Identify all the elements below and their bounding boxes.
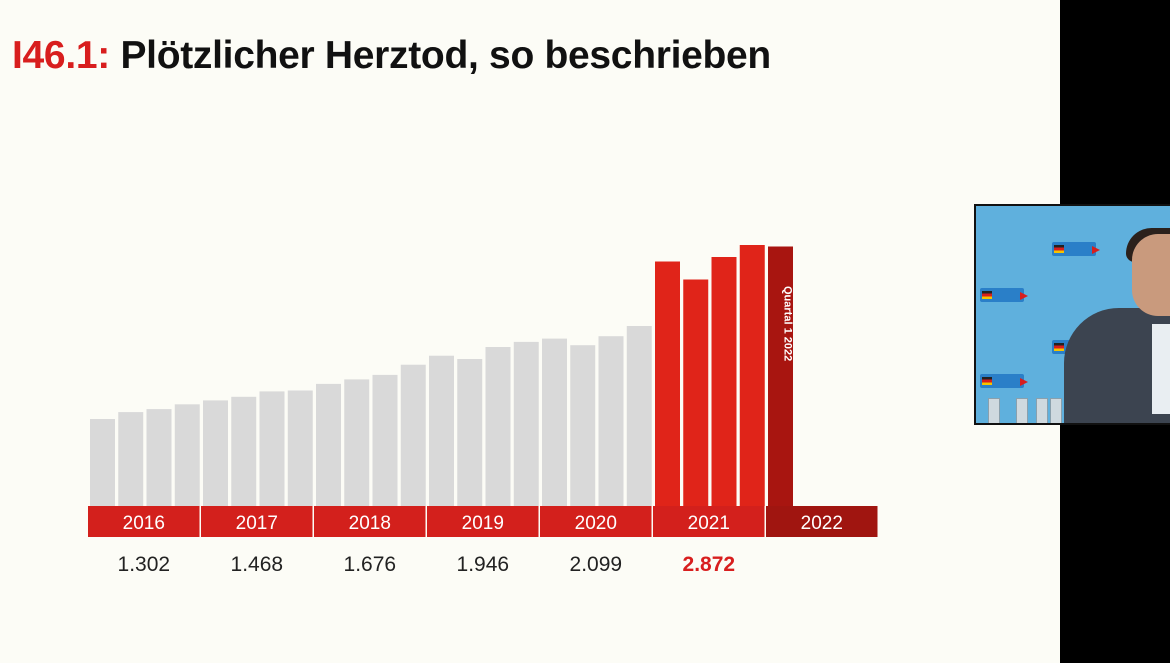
bar [768,246,793,506]
year-band [88,506,200,537]
year-band [314,506,426,537]
glass-icon [1016,398,1028,423]
bar [570,345,596,506]
party-banner-icon [980,374,1028,388]
glass-icon [988,398,1000,423]
glass-icon [1036,398,1048,423]
party-banner-icon [1052,242,1100,256]
bar [655,261,680,506]
year-label: 2019 [462,513,504,534]
shirt-icon [1152,324,1170,414]
year-label: 2021 [688,513,730,534]
diagnosis-code: I46.1: [12,34,110,77]
annual-total: 1.676 [344,553,397,576]
bar [429,355,454,506]
year-label: 2018 [349,513,391,534]
party-banner-icon [980,288,1028,302]
bar [513,341,539,506]
bar [400,364,426,506]
bar [711,257,737,506]
year-band [427,506,539,537]
bar [146,409,172,506]
annual-total: 1.468 [231,553,284,576]
bar [626,326,652,506]
bar [542,338,567,506]
bar [683,279,709,506]
title-text: Plötzlicher Herztod, so beschrieben [109,34,771,77]
year-label: 2016 [123,513,165,534]
chart: Quartal 1 2022 2016 1.302 2017 1.468 2018 1.67… [88,245,878,576]
annual-total: 1.302 [118,553,171,576]
bar [739,245,765,506]
bar [287,390,313,506]
year-label: 2022 [801,513,843,534]
bar [203,400,228,506]
bar [231,396,257,506]
slide-title: I46.1: Plötzlicher Herztod, so beschrieb… [12,34,771,78]
bar [316,383,341,506]
year-band [653,506,765,537]
year-band [540,506,652,537]
glass-icon [1050,398,1062,423]
year-label: 2017 [236,513,278,534]
annual-total: 2.099 [570,553,623,576]
bar [344,379,370,506]
year-band [766,506,878,537]
bar [457,359,483,506]
bar [118,412,144,506]
bar [598,336,624,506]
bar [259,391,285,506]
bar [485,347,511,506]
quarter-label: Quartal 1 2022 [782,286,794,361]
year-band [201,506,313,537]
bar [372,374,398,506]
bar [174,404,200,506]
annual-total: 1.946 [457,553,510,576]
year-label: 2020 [575,513,617,534]
webcam-feed [974,204,1170,425]
slide: I46.1: Plötzlicher Herztod, so beschrieb… [0,0,1060,663]
speaker-head-icon [1132,234,1170,316]
bar [90,419,115,506]
annual-total: 2.872 [683,553,736,576]
